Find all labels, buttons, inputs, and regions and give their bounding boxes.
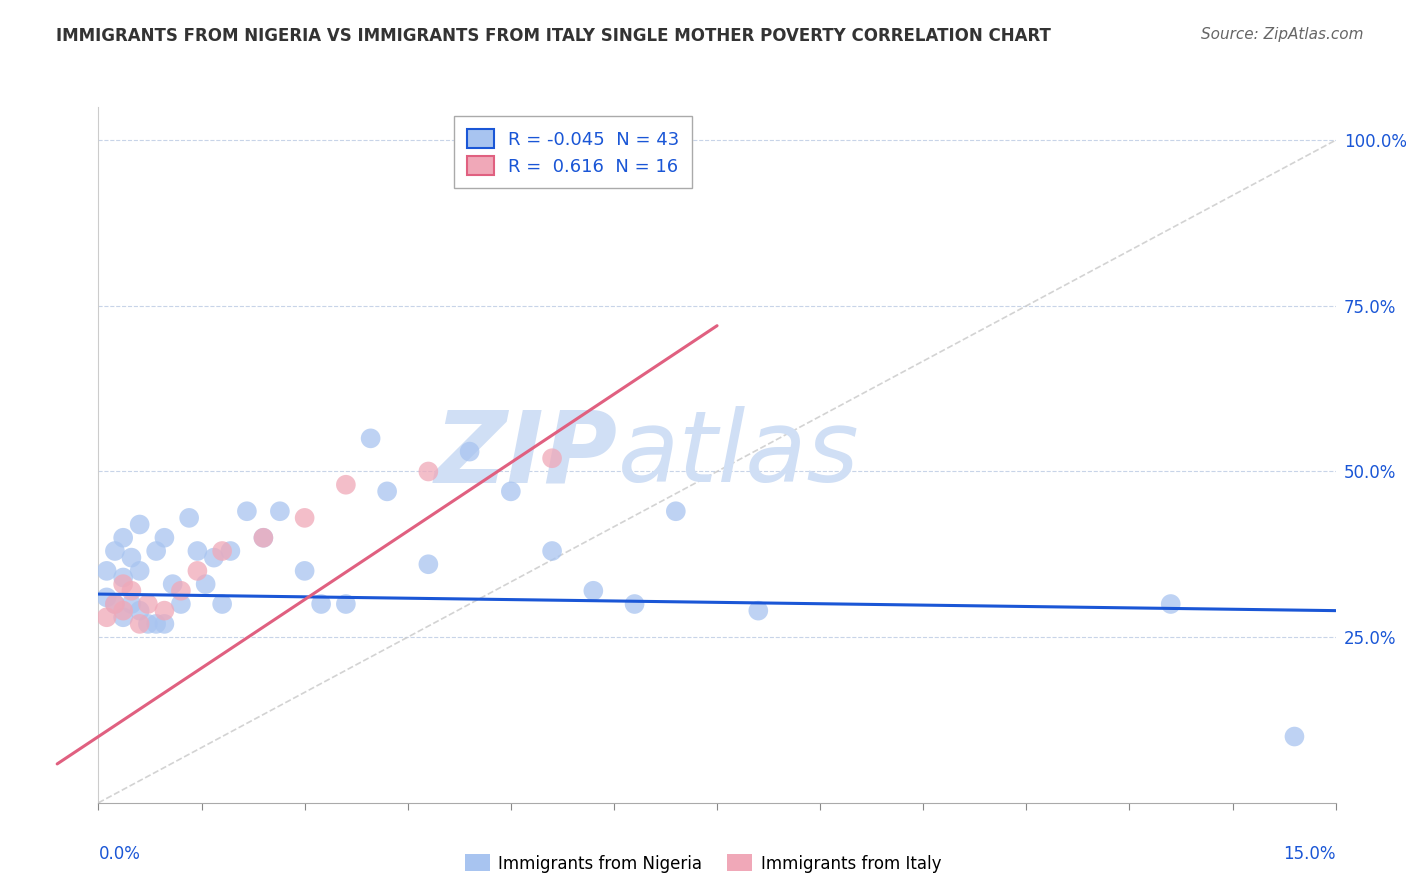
- Point: [112, 610, 135, 624]
- Point: [112, 531, 135, 545]
- Point: [418, 465, 440, 479]
- Point: [96, 564, 118, 578]
- Point: [1284, 730, 1306, 744]
- Point: [202, 550, 225, 565]
- Point: [582, 583, 605, 598]
- Legend: Immigrants from Nigeria, Immigrants from Italy: Immigrants from Nigeria, Immigrants from…: [458, 847, 948, 880]
- Point: [104, 597, 127, 611]
- Point: [179, 511, 201, 525]
- Point: [541, 544, 564, 558]
- Point: [252, 531, 274, 545]
- Point: [335, 597, 357, 611]
- Point: [112, 570, 135, 584]
- Point: [219, 544, 242, 558]
- Point: [623, 597, 645, 611]
- Point: [104, 544, 127, 558]
- Point: [194, 577, 217, 591]
- Point: [170, 583, 193, 598]
- Point: [120, 583, 142, 598]
- Point: [96, 610, 118, 624]
- Point: [153, 531, 176, 545]
- Point: [236, 504, 259, 518]
- Point: [96, 591, 118, 605]
- Point: [294, 564, 316, 578]
- Text: Source: ZipAtlas.com: Source: ZipAtlas.com: [1201, 27, 1364, 42]
- Point: [211, 544, 233, 558]
- Point: [186, 544, 208, 558]
- Point: [252, 531, 274, 545]
- Point: [153, 616, 176, 631]
- Text: IMMIGRANTS FROM NIGERIA VS IMMIGRANTS FROM ITALY SINGLE MOTHER POVERTY CORRELATI: IMMIGRANTS FROM NIGERIA VS IMMIGRANTS FR…: [56, 27, 1052, 45]
- Point: [128, 616, 150, 631]
- Point: [309, 597, 332, 611]
- Legend: R = -0.045  N = 43, R =  0.616  N = 16: R = -0.045 N = 43, R = 0.616 N = 16: [454, 116, 692, 188]
- Text: ZIP: ZIP: [434, 407, 619, 503]
- Point: [269, 504, 291, 518]
- Point: [499, 484, 522, 499]
- Point: [162, 577, 184, 591]
- Point: [153, 604, 176, 618]
- Point: [186, 564, 208, 578]
- Point: [104, 597, 127, 611]
- Point: [136, 597, 159, 611]
- Point: [747, 604, 769, 618]
- Point: [112, 604, 135, 618]
- Point: [136, 616, 159, 631]
- Point: [1160, 597, 1182, 611]
- Point: [128, 604, 150, 618]
- Point: [418, 558, 440, 572]
- Point: [145, 544, 167, 558]
- Point: [112, 577, 135, 591]
- Point: [145, 616, 167, 631]
- Point: [128, 564, 150, 578]
- Point: [120, 597, 142, 611]
- Point: [335, 477, 357, 491]
- Point: [170, 597, 193, 611]
- Point: [375, 484, 398, 499]
- Text: 0.0%: 0.0%: [98, 845, 141, 863]
- Point: [458, 444, 481, 458]
- Point: [665, 504, 688, 518]
- Point: [211, 597, 233, 611]
- Point: [360, 431, 382, 445]
- Text: atlas: atlas: [619, 407, 859, 503]
- Point: [120, 550, 142, 565]
- Point: [294, 511, 316, 525]
- Point: [128, 517, 150, 532]
- Point: [541, 451, 564, 466]
- Text: 15.0%: 15.0%: [1284, 845, 1336, 863]
